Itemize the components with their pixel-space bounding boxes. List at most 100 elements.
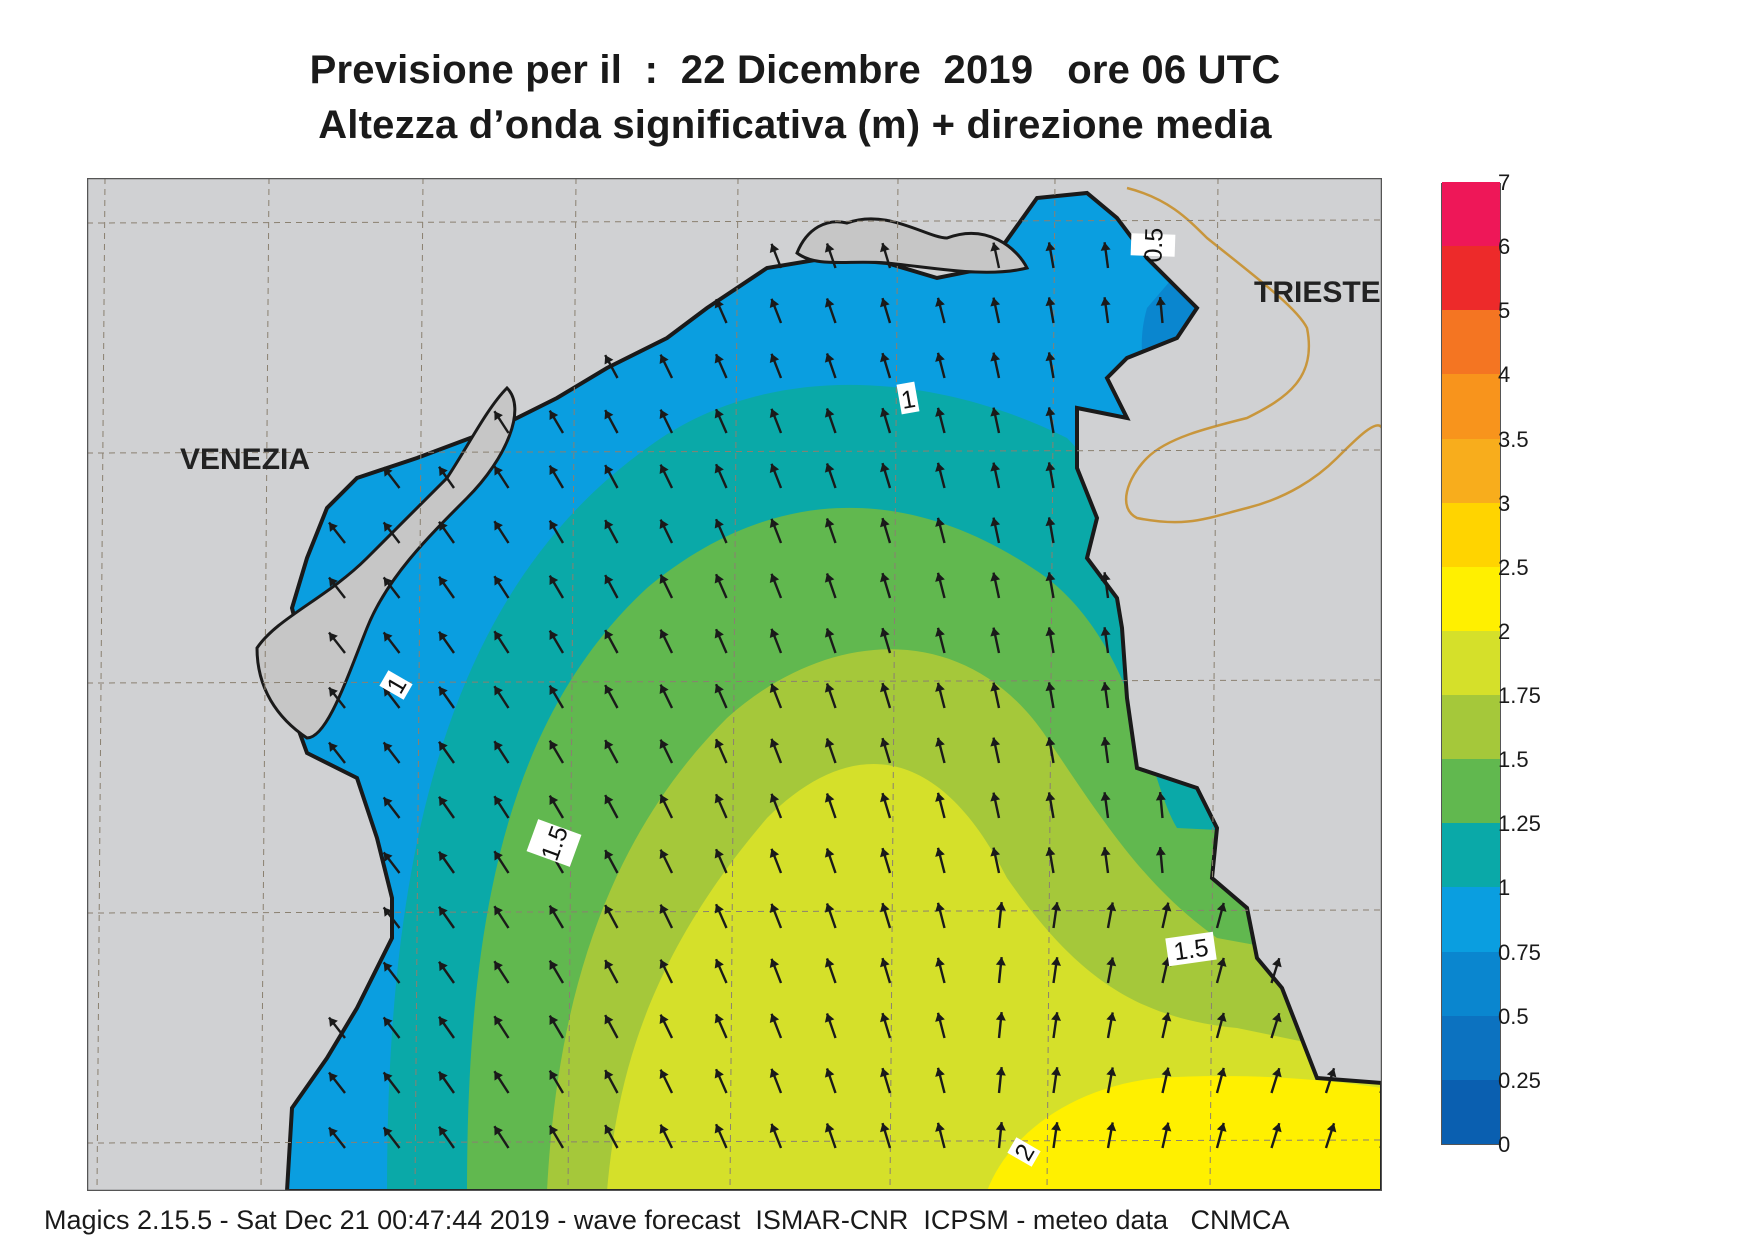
direction-arrow bbox=[1045, 352, 1056, 379]
direction-arrow bbox=[382, 1016, 401, 1039]
direction-arrow bbox=[1215, 1122, 1227, 1149]
direction-arrow bbox=[824, 518, 837, 544]
direction-arrow bbox=[1051, 957, 1061, 984]
direction-arrow bbox=[604, 629, 619, 654]
direction-arrow bbox=[1045, 242, 1056, 269]
grado-lagoon bbox=[795, 217, 1030, 274]
direction-arrow bbox=[1045, 737, 1056, 764]
direction-arrow bbox=[824, 243, 837, 269]
direction-arrow bbox=[769, 683, 783, 709]
direction-arrow bbox=[328, 521, 346, 544]
contour-label: 1.5 bbox=[1165, 931, 1217, 966]
direction-arrow bbox=[604, 904, 619, 929]
direction-arrow bbox=[714, 1123, 728, 1149]
direction-arrow bbox=[714, 408, 728, 434]
direction-arrow bbox=[990, 682, 1001, 709]
direction-arrow bbox=[880, 737, 892, 764]
direction-arrow bbox=[935, 352, 946, 379]
direction-arrow bbox=[1215, 1012, 1227, 1039]
direction-arrow bbox=[880, 572, 892, 599]
direction-arrow bbox=[1100, 737, 1111, 764]
direction-arrow bbox=[1215, 1067, 1227, 1094]
direction-arrow bbox=[1215, 957, 1227, 984]
direction-arrow bbox=[438, 796, 455, 819]
direction-arrow bbox=[548, 520, 565, 544]
direction-arrow bbox=[990, 792, 1001, 819]
direction-arrow bbox=[493, 465, 510, 489]
color-scale-tick-label: 1 bbox=[1498, 875, 1511, 901]
direction-arrow bbox=[659, 464, 674, 489]
contour-label: 1 bbox=[896, 381, 920, 415]
color-scale-tick-label: 0.5 bbox=[1498, 1003, 1529, 1029]
direction-arrow bbox=[824, 738, 837, 764]
direction-arrow bbox=[714, 1068, 728, 1094]
direction-arrow bbox=[824, 1013, 837, 1039]
direction-arrow bbox=[1106, 1122, 1117, 1149]
place-label-venezia: VENEZIA bbox=[180, 443, 310, 476]
direction-arrow bbox=[604, 519, 619, 544]
direction-arrow bbox=[604, 739, 619, 764]
direction-arrow bbox=[1100, 682, 1111, 709]
color-scale-tick-label: 3 bbox=[1498, 490, 1511, 516]
direction-arrow bbox=[1155, 791, 1166, 819]
color-scale-segment bbox=[1442, 502, 1500, 567]
direction-arrow bbox=[714, 903, 728, 929]
direction-arrow bbox=[990, 407, 1001, 434]
direction-arrow bbox=[548, 575, 565, 599]
direction-arrow bbox=[493, 1125, 510, 1149]
direction-arrow bbox=[935, 1067, 946, 1094]
direction-arrow bbox=[493, 1070, 510, 1094]
direction-arrow bbox=[382, 851, 401, 874]
direction-arrow bbox=[604, 464, 619, 489]
direction-arrow bbox=[880, 297, 892, 324]
color-scale-tick-label: 1.5 bbox=[1498, 747, 1529, 773]
direction-arrow bbox=[880, 1067, 892, 1094]
color-scale-tick-label: 5 bbox=[1498, 298, 1511, 324]
direction-arrow bbox=[438, 741, 455, 764]
direction-arrow bbox=[824, 573, 837, 599]
direction-arrow bbox=[328, 576, 346, 599]
direction-arrow bbox=[995, 957, 1006, 984]
direction-arrow bbox=[438, 686, 455, 709]
direction-arrow bbox=[438, 466, 455, 489]
direction-arrow bbox=[824, 408, 837, 434]
direction-arrow bbox=[1270, 1067, 1282, 1094]
svg-text:0.5: 0.5 bbox=[1139, 227, 1168, 263]
direction-arrow bbox=[659, 409, 674, 434]
direction-arrow bbox=[493, 575, 510, 599]
direction-arrow bbox=[990, 517, 1001, 544]
direction-arrow bbox=[935, 572, 946, 599]
direction-arrow bbox=[769, 243, 783, 269]
direction-arrow bbox=[990, 627, 1001, 654]
direction-arrow bbox=[1155, 296, 1166, 324]
direction-arrow bbox=[769, 1013, 783, 1039]
direction-arrow bbox=[438, 1016, 455, 1039]
direction-arrow bbox=[548, 1125, 565, 1149]
color-scale-segment bbox=[1442, 309, 1500, 375]
direction-arrow bbox=[382, 686, 401, 709]
direction-arrow bbox=[1051, 1122, 1061, 1149]
direction-arrow bbox=[604, 1124, 619, 1149]
direction-arrow bbox=[1045, 572, 1056, 599]
direction-arrow bbox=[880, 902, 892, 929]
direction-arrow bbox=[659, 629, 674, 654]
direction-arrow bbox=[548, 795, 565, 819]
direction-arrow bbox=[995, 1122, 1006, 1149]
direction-arrow bbox=[714, 1013, 728, 1039]
direction-arrow bbox=[880, 407, 892, 434]
color-scale-segment bbox=[1442, 630, 1500, 696]
direction-arrow bbox=[824, 683, 837, 709]
color-scale-segment bbox=[1442, 373, 1500, 439]
direction-arrow bbox=[714, 848, 728, 874]
direction-arrow bbox=[935, 1012, 946, 1039]
direction-arrow bbox=[769, 903, 783, 929]
direction-arrow bbox=[714, 353, 728, 379]
direction-arrow bbox=[880, 847, 892, 874]
direction-arrow bbox=[604, 849, 619, 874]
direction-arrow bbox=[328, 686, 346, 709]
direction-arrow bbox=[824, 353, 837, 379]
forecast-title: Previsione per il : 22 Dicembre 2019 ore… bbox=[309, 48, 1281, 92]
direction-arrow bbox=[990, 297, 1001, 324]
direction-arrow bbox=[438, 576, 455, 599]
direction-arrow bbox=[493, 410, 510, 434]
